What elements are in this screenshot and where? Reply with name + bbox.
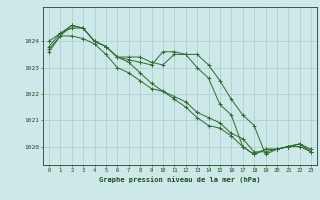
X-axis label: Graphe pression niveau de la mer (hPa): Graphe pression niveau de la mer (hPa) [99,176,261,183]
